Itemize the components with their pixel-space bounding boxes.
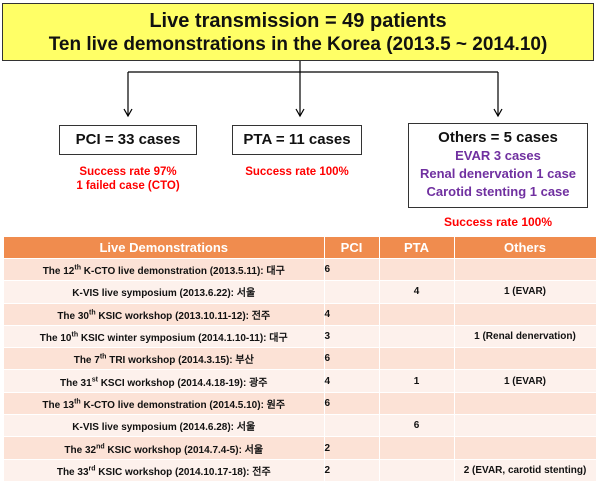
pci-cell: 6 <box>324 347 380 370</box>
event-cell: The 10th KSIC winter symposium (2014.1.1… <box>4 324 325 348</box>
pta-cell <box>379 302 455 326</box>
pci-cell <box>324 414 380 437</box>
pci-cell: 2 <box>324 436 380 460</box>
event-cell: K-VIS live symposium (2014.6.28): 서울 <box>4 414 325 437</box>
pta-success-rate: Success rate 100% <box>245 166 349 178</box>
title-line-2: Ten live demonstrations in the Korea (20… <box>48 34 548 55</box>
others-cell <box>454 436 597 460</box>
pta-cell <box>379 347 455 370</box>
pta-notes: Success rate 100% <box>232 165 362 179</box>
header-pta: PTA <box>379 237 455 259</box>
others-cell: 1 (Renal denervation) <box>454 324 597 348</box>
arrowhead-pta <box>295 108 305 118</box>
others-cell <box>454 414 597 437</box>
event-cell: K-VIS live symposium (2013.6.22): 서울 <box>4 280 325 304</box>
others-notes: Success rate 100% <box>408 215 588 229</box>
others-item-carotid: Carotid stenting 1 case <box>426 184 570 199</box>
pci-cell: 3 <box>324 324 380 348</box>
table-row: The 33rd KSIC workshop (2014.10.17-18): … <box>4 458 597 481</box>
demonstrations-table: Live Demonstrations PCI PTA Others The 1… <box>4 237 597 481</box>
event-cell: The 31st KSCI workshop (2014.4.18-19): 광… <box>4 369 325 393</box>
pta-cell <box>379 436 455 460</box>
pci-cell: 6 <box>324 391 380 415</box>
others-cell: 1 (EVAR) <box>454 280 597 304</box>
arrowhead-pci <box>123 108 133 118</box>
table-row: The 10th KSIC winter symposium (2014.1.1… <box>4 324 597 348</box>
others-box: Others = 5 cases EVAR 3 cases Renal dene… <box>408 123 588 208</box>
title-line-1: Live transmission = 49 patients <box>149 10 447 32</box>
pta-cell <box>379 391 455 415</box>
others-cell <box>454 302 597 326</box>
pci-cell: 2 <box>324 458 380 481</box>
pci-notes: Success rate 97% 1 failed case (CTO) <box>59 165 197 193</box>
table-row: The 12th K-CTO live demonstration (2013.… <box>4 257 597 281</box>
pta-cell: 1 <box>379 369 455 393</box>
others-item-renal: Renal denervation 1 case <box>419 166 577 181</box>
pci-success-rate: Success rate 97% <box>79 166 177 178</box>
pta-box: PTA = 11 cases <box>232 125 362 155</box>
others-cell: 1 (EVAR) <box>454 369 597 393</box>
header-others: Others <box>454 237 597 259</box>
others-cell <box>454 257 597 281</box>
pta-cell <box>379 324 455 348</box>
pci-cell: 6 <box>324 257 380 281</box>
others-cell <box>454 391 597 415</box>
pci-failed-case: 1 failed case (CTO) <box>76 180 180 192</box>
pta-cell <box>379 458 455 481</box>
event-cell: The 13th K-CTO live demonstration (2014.… <box>4 391 325 415</box>
event-cell: The 12th K-CTO live demonstration (2013.… <box>4 257 325 281</box>
table-row: The 13th K-CTO live demonstration (2014.… <box>4 391 597 415</box>
event-cell: The 30th KSIC workshop (2013.10.11-12): … <box>4 302 325 326</box>
header-live-demonstrations: Live Demonstrations <box>4 237 325 259</box>
table-row: K-VIS live symposium (2013.6.22): 서울 4 1… <box>4 280 597 304</box>
others-cell: 2 (EVAR, carotid stenting) <box>454 458 597 481</box>
table-row: The 7th TRI workshop (2014.3.15): 부산 6 <box>4 347 597 370</box>
pta-cell: 6 <box>379 414 455 437</box>
pci-box: PCI = 33 cases <box>59 125 197 155</box>
arrowhead-others <box>493 108 503 118</box>
pci-cell: 4 <box>324 302 380 326</box>
table-row: The 30th KSIC workshop (2013.10.11-12): … <box>4 302 597 326</box>
others-success-rate: Success rate 100% <box>443 215 553 229</box>
table-header-row: Live Demonstrations PCI PTA Others <box>4 237 597 259</box>
others-item-evar: EVAR 3 cases <box>455 148 541 163</box>
others-box-title: Others = 5 cases <box>438 129 558 146</box>
table-row: The 32nd KSIC workshop (2014.7.4-5): 서울 … <box>4 436 597 460</box>
pci-cell: 4 <box>324 369 380 393</box>
pci-cell <box>324 280 380 304</box>
title-box: Live transmission = 49 patients Ten live… <box>2 3 594 61</box>
pta-cell: 4 <box>379 280 455 304</box>
header-pci: PCI <box>324 237 380 259</box>
event-cell: The 33rd KSIC workshop (2014.10.17-18): … <box>4 458 325 481</box>
others-cell <box>454 347 597 370</box>
pta-cell <box>379 257 455 281</box>
table-row: K-VIS live symposium (2014.6.28): 서울 6 <box>4 414 597 437</box>
table-row: The 31st KSCI workshop (2014.4.18-19): 광… <box>4 369 597 393</box>
event-cell: The 7th TRI workshop (2014.3.15): 부산 <box>4 347 325 370</box>
event-cell: The 32nd KSIC workshop (2014.7.4-5): 서울 <box>4 436 325 460</box>
